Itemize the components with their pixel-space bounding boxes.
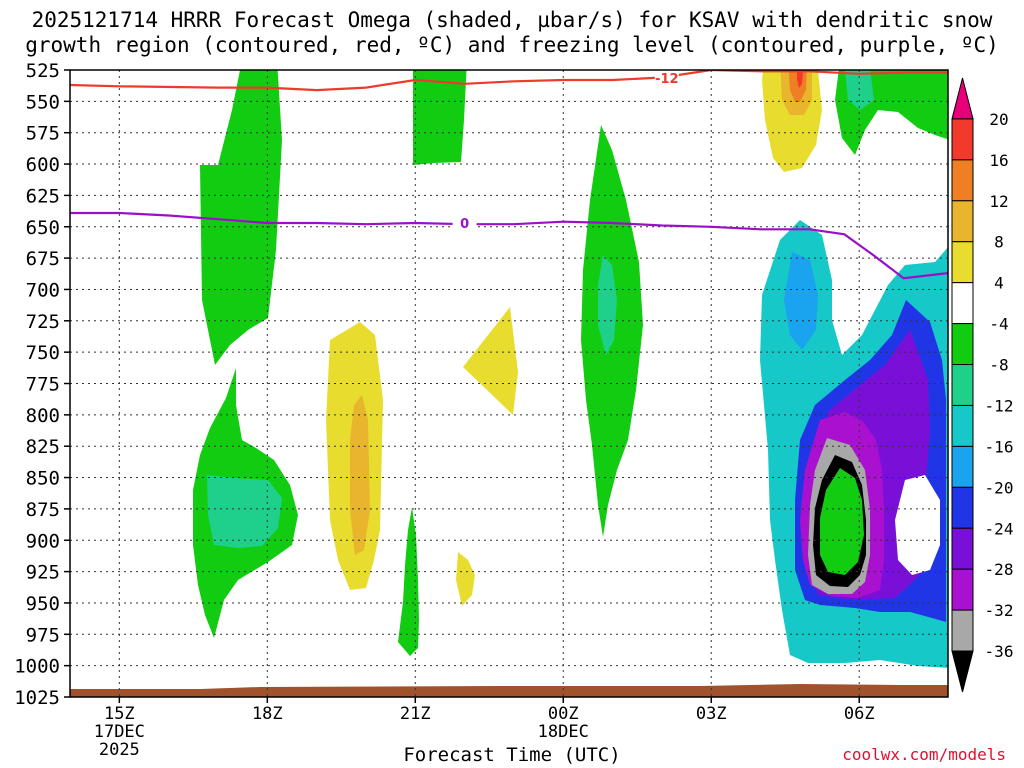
x-tick-date-label: 17DEC [94, 722, 145, 742]
credit-link[interactable]: coolwx.com/models [842, 745, 1006, 764]
y-tick-label: 975 [26, 624, 60, 646]
x-tick-label: 03Z [696, 704, 727, 724]
omega-region [829, 495, 859, 562]
chart-title-line1: 2025121714 HRRR Forecast Omega (shaded, … [31, 8, 993, 32]
colorbar-bin [951, 404, 974, 447]
y-tick-label: 850 [26, 468, 60, 490]
omega-region [207, 475, 282, 548]
colorbar-level-label: -32 [985, 601, 1014, 620]
y-tick-label: 1000 [14, 656, 60, 678]
colorbar-bin [951, 445, 974, 488]
y-tick-label: 875 [26, 499, 60, 521]
y-tick-label: 550 [26, 91, 60, 113]
omega-region [463, 307, 518, 415]
x-tick-label: 00Z [548, 704, 579, 724]
y-tick-label: 925 [26, 562, 60, 584]
x-tick-label: 21Z [400, 704, 431, 724]
plot-area: -12 0 [70, 70, 948, 697]
omega-region [797, 70, 804, 88]
colorbar-bin [951, 282, 974, 325]
x-tick-label: 18Z [252, 704, 283, 724]
y-tick-label: 650 [26, 217, 60, 239]
colorbar-level-label: -28 [985, 560, 1014, 579]
omega-region [598, 255, 617, 355]
colorbar-bin [951, 323, 974, 366]
omega-region [398, 507, 419, 656]
y-tick-label: 600 [26, 154, 60, 176]
x-tick-label: 06Z [844, 704, 875, 724]
colorbar-level-label: -36 [985, 642, 1014, 661]
ground-surface [70, 684, 948, 697]
x-tick-year-label: 2025 [99, 740, 140, 760]
colorbar-bin [951, 200, 974, 243]
colorbar-level-label: 20 [989, 110, 1008, 129]
y-tick-label: 1025 [14, 687, 60, 709]
y-tick-label: 675 [26, 248, 60, 270]
x-axis-label: Forecast Time (UTC) [403, 744, 621, 766]
y-tick-label: 825 [26, 436, 60, 458]
contour-label: 0 [460, 217, 469, 232]
contour-dgz [70, 70, 948, 92]
contour-label-bg [452, 216, 477, 231]
y-tick-label: 800 [26, 405, 60, 427]
y-tick-label: 775 [26, 374, 60, 396]
omega-region [784, 252, 818, 350]
colorbar-bin [951, 527, 974, 570]
colorbar-level-label: 16 [989, 151, 1008, 170]
colorbar-bin [951, 241, 974, 284]
y-tick-label: 525 [26, 60, 60, 82]
omega-region [456, 552, 475, 606]
x-tick-label: 15Z [104, 704, 135, 724]
y-tick-label: 625 [26, 185, 60, 207]
colorbar-bin [951, 159, 974, 202]
y-tick-label: 750 [26, 342, 60, 364]
colorbar-level-label: -24 [985, 519, 1014, 538]
contour-label: -12 [655, 72, 679, 87]
omega-region [413, 70, 467, 165]
colorbar-bin [951, 568, 974, 611]
colorbar-bin [951, 486, 974, 529]
colorbar-level-label: -8 [989, 356, 1008, 375]
colorbar-level-label: 8 [994, 233, 1004, 252]
contour-label-bg [654, 70, 679, 85]
omega-region [350, 395, 370, 555]
colorbar-bin [951, 118, 974, 161]
colorbar-level-label: 4 [994, 274, 1004, 293]
colorbar-top-triangle [951, 77, 974, 120]
colorbar-level-label: -20 [985, 478, 1014, 497]
colorbar-level-label: -4 [989, 315, 1008, 334]
y-tick-label: 700 [26, 279, 60, 301]
omega-region [200, 70, 282, 365]
y-tick-label: 725 [26, 311, 60, 333]
colorbar-level-label: -16 [985, 437, 1014, 456]
chart-title-line2: growth region (contoured, red, ºC) and f… [25, 33, 999, 57]
y-tick-label: 900 [26, 530, 60, 552]
y-tick-label: 950 [26, 593, 60, 615]
omega-gap [895, 475, 940, 575]
colorbar-bin [951, 364, 974, 406]
x-tick-date-label: 18DEC [538, 722, 589, 742]
colorbar-level-label: -12 [985, 396, 1014, 415]
colorbar-bottom-triangle [951, 650, 974, 693]
colorbar-level-label: 12 [989, 192, 1008, 211]
colorbar-bin [951, 609, 974, 652]
contour-freezing-level [70, 211, 948, 280]
y-tick-label: 575 [26, 123, 60, 145]
